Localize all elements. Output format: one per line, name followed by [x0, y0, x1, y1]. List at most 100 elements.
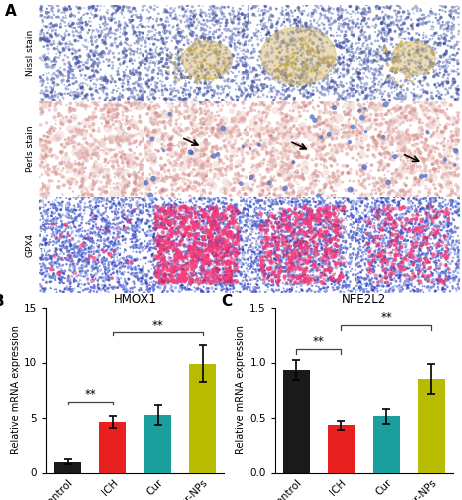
Point — [385, 242, 393, 250]
Point — [350, 189, 358, 197]
Point — [107, 270, 115, 278]
Point — [92, 260, 100, 268]
Point — [176, 248, 184, 256]
Point — [79, 150, 86, 158]
Point — [421, 156, 428, 164]
Point — [221, 204, 228, 212]
Point — [223, 246, 231, 254]
Point — [443, 227, 450, 235]
Point — [113, 42, 120, 50]
Point — [240, 274, 247, 281]
Point — [210, 209, 217, 217]
Point — [219, 130, 226, 138]
Point — [233, 230, 241, 237]
Point — [322, 258, 329, 266]
Point — [190, 272, 197, 280]
Point — [368, 44, 375, 52]
Point — [69, 28, 77, 36]
Point — [417, 208, 424, 216]
Point — [369, 265, 377, 273]
Point — [110, 220, 117, 228]
Point — [128, 190, 136, 198]
Point — [66, 2, 73, 10]
Point — [335, 15, 342, 23]
Point — [100, 12, 108, 20]
Point — [228, 242, 236, 250]
Point — [87, 230, 94, 237]
Point — [298, 226, 305, 234]
Point — [150, 278, 158, 285]
Point — [40, 71, 47, 79]
Point — [219, 218, 226, 226]
Point — [309, 96, 316, 104]
Point — [129, 264, 136, 272]
Point — [187, 84, 195, 92]
Point — [383, 119, 390, 127]
Point — [48, 76, 55, 84]
Point — [342, 249, 350, 257]
Point — [344, 274, 351, 281]
Point — [205, 240, 212, 248]
Point — [455, 5, 462, 13]
Point — [387, 226, 394, 234]
Point — [330, 271, 337, 279]
Point — [235, 8, 242, 16]
Point — [389, 78, 396, 86]
Point — [93, 240, 100, 248]
Point — [296, 252, 304, 260]
Point — [312, 1, 319, 9]
Point — [424, 114, 431, 122]
Point — [431, 222, 438, 230]
Point — [203, 74, 210, 82]
Point — [160, 246, 168, 254]
Point — [162, 8, 170, 16]
Point — [187, 248, 194, 256]
Point — [269, 197, 277, 205]
Point — [74, 248, 82, 256]
Point — [265, 216, 272, 224]
Point — [241, 79, 248, 87]
Point — [206, 228, 213, 236]
Point — [40, 77, 47, 85]
Point — [131, 70, 138, 78]
Point — [287, 81, 295, 89]
Point — [139, 96, 146, 104]
Point — [413, 114, 421, 122]
Point — [381, 274, 388, 282]
Point — [215, 244, 222, 252]
Point — [268, 93, 275, 101]
Point — [97, 168, 104, 176]
Point — [75, 169, 82, 177]
Point — [86, 141, 94, 149]
Point — [367, 123, 374, 131]
Point — [394, 40, 401, 48]
Point — [286, 242, 293, 250]
Point — [210, 33, 217, 41]
Point — [401, 204, 408, 212]
Point — [409, 214, 417, 222]
Point — [308, 237, 316, 245]
Point — [439, 268, 447, 276]
Point — [347, 228, 355, 236]
Point — [397, 254, 405, 262]
Point — [445, 276, 452, 283]
Point — [195, 36, 202, 44]
Point — [219, 30, 226, 38]
Point — [158, 58, 165, 66]
Point — [198, 224, 205, 232]
Point — [158, 220, 165, 228]
Point — [181, 277, 188, 285]
Point — [201, 83, 208, 91]
Point — [231, 12, 239, 20]
Point — [272, 250, 279, 258]
Point — [316, 147, 324, 155]
Point — [97, 6, 104, 14]
Point — [84, 255, 91, 263]
Point — [367, 167, 374, 175]
Point — [362, 92, 370, 100]
Point — [77, 225, 84, 233]
Point — [45, 251, 53, 259]
Point — [162, 63, 169, 71]
Point — [209, 278, 216, 286]
Point — [328, 232, 335, 239]
